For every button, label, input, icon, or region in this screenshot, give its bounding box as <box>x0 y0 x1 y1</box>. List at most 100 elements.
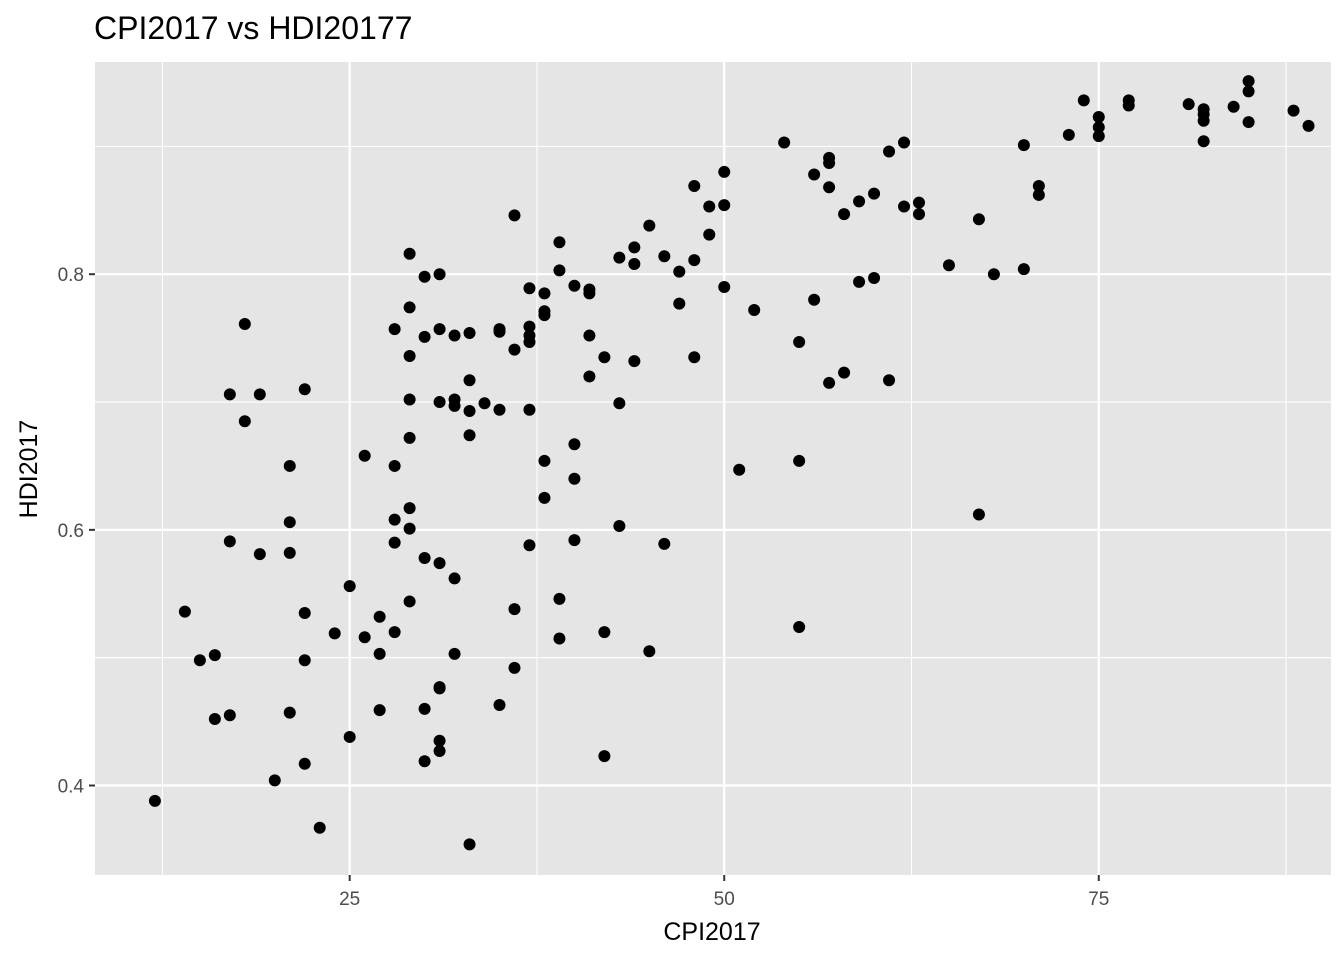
data-point-126 <box>793 621 806 634</box>
data-point-14 <box>283 516 296 529</box>
data-point-0 <box>148 794 161 807</box>
data-point-113 <box>688 179 701 192</box>
data-point-7 <box>223 535 236 548</box>
data-point-138 <box>868 272 881 285</box>
data-point-91 <box>568 438 581 451</box>
data-point-109 <box>658 250 671 263</box>
data-point-125 <box>793 454 806 467</box>
y-tick-label-2: 0.8 <box>58 265 84 286</box>
data-point-72 <box>508 343 521 356</box>
data-point-148 <box>987 268 1000 281</box>
data-point-163 <box>1197 114 1210 127</box>
data-point-133 <box>838 208 851 221</box>
data-point-71 <box>508 209 521 222</box>
data-point-146 <box>972 213 985 226</box>
data-point-96 <box>583 329 596 342</box>
data-point-87 <box>553 264 566 277</box>
data-point-102 <box>613 397 626 410</box>
data-point-90 <box>568 279 581 292</box>
data-point-1 <box>178 605 191 618</box>
data-point-63 <box>463 404 476 417</box>
data-point-60 <box>448 647 461 660</box>
data-point-30 <box>388 323 401 336</box>
data-point-81 <box>538 287 551 300</box>
x-tick-label-0: 25 <box>339 889 360 910</box>
data-point-103 <box>613 520 626 533</box>
data-point-16 <box>283 706 296 719</box>
data-point-135 <box>853 195 866 208</box>
y-axis: 0.4 0.6 0.8 <box>58 265 95 798</box>
data-point-83 <box>538 309 551 322</box>
data-point-21 <box>313 821 326 834</box>
data-point-111 <box>673 265 686 278</box>
data-point-132 <box>823 376 836 389</box>
data-point-121 <box>733 463 746 476</box>
data-point-39 <box>403 431 416 444</box>
data-point-22 <box>328 627 341 640</box>
data-point-118 <box>718 165 731 178</box>
data-point-117 <box>703 228 716 241</box>
plot-panel <box>95 62 1331 875</box>
data-point-155 <box>1092 110 1105 123</box>
data-point-42 <box>403 595 416 608</box>
data-point-24 <box>343 730 356 743</box>
data-point-54 <box>433 734 446 747</box>
data-point-17 <box>298 383 311 396</box>
data-point-143 <box>913 196 925 209</box>
data-point-46 <box>418 702 431 715</box>
data-point-93 <box>568 534 581 547</box>
data-point-20 <box>298 757 311 770</box>
data-point-56 <box>448 329 461 342</box>
data-point-50 <box>433 396 446 409</box>
data-point-61 <box>463 327 476 339</box>
data-point-4 <box>208 713 221 726</box>
data-point-140 <box>883 374 896 387</box>
data-point-34 <box>388 626 401 639</box>
data-point-86 <box>553 236 566 249</box>
data-point-64 <box>463 429 476 442</box>
data-point-122 <box>748 303 761 316</box>
data-point-104 <box>628 241 641 254</box>
data-point-130 <box>823 156 836 169</box>
y-axis-title: HDI2017 <box>15 420 43 519</box>
data-point-79 <box>523 403 536 416</box>
data-point-12 <box>268 774 281 787</box>
data-point-98 <box>598 351 611 364</box>
data-point-164 <box>1197 135 1210 148</box>
data-point-65 <box>463 838 476 851</box>
data-point-43 <box>418 270 431 283</box>
data-point-128 <box>808 293 821 306</box>
data-point-11 <box>253 548 266 561</box>
data-point-38 <box>403 393 416 406</box>
data-point-31 <box>388 459 401 472</box>
data-point-70 <box>493 698 506 711</box>
x-tick-label-2: 75 <box>1088 889 1109 910</box>
data-point-108 <box>643 645 656 658</box>
data-point-69 <box>493 403 506 416</box>
data-point-149 <box>1017 139 1030 152</box>
data-point-156 <box>1092 121 1105 134</box>
data-point-47 <box>418 755 431 768</box>
data-point-27 <box>373 610 386 623</box>
data-point-35 <box>403 247 416 260</box>
x-axis-title: CPI2017 <box>663 918 760 946</box>
data-point-13 <box>283 459 296 472</box>
data-point-137 <box>868 187 881 200</box>
data-point-116 <box>703 200 716 213</box>
chart-title: CPI2017 vs HDI20177 <box>94 10 413 46</box>
data-point-2 <box>193 654 206 667</box>
data-point-159 <box>1122 99 1135 112</box>
data-point-167 <box>1242 85 1255 98</box>
data-point-37 <box>403 350 416 363</box>
data-point-88 <box>553 592 566 605</box>
data-point-80 <box>523 539 536 552</box>
data-point-53 <box>433 682 446 695</box>
data-point-110 <box>658 537 671 550</box>
data-point-25 <box>358 449 371 462</box>
data-point-59 <box>448 572 461 585</box>
data-point-115 <box>688 351 701 364</box>
data-point-36 <box>403 301 416 314</box>
data-point-147 <box>972 508 985 521</box>
data-point-157 <box>1092 130 1105 143</box>
